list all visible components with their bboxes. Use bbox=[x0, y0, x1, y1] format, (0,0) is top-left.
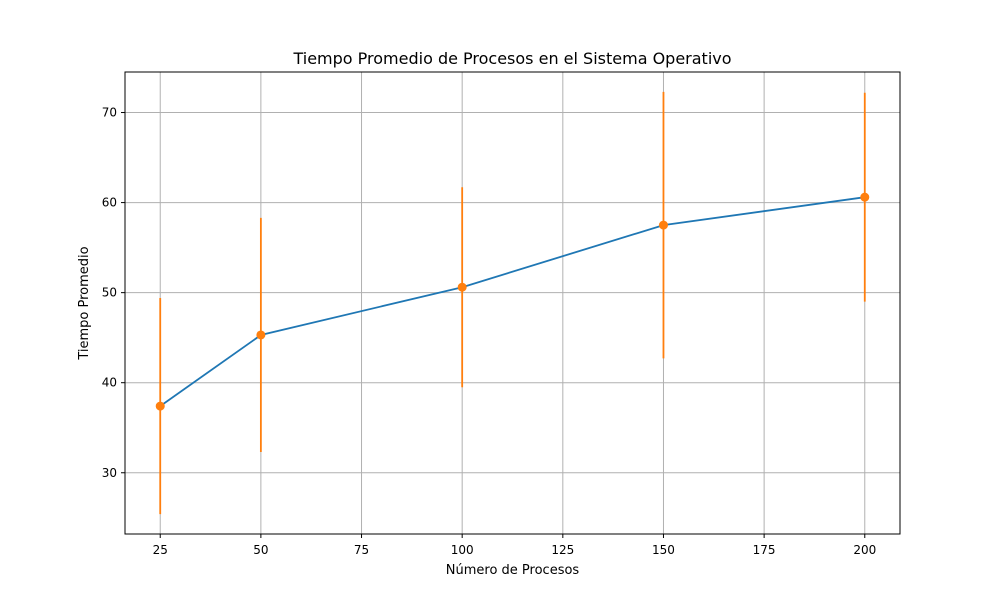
y-tick-label: 40 bbox=[102, 376, 117, 390]
data-point bbox=[860, 192, 870, 202]
y-tick-label: 60 bbox=[102, 196, 117, 210]
y-axis-label: Tiempo Promedio bbox=[77, 246, 92, 360]
x-tick-label: 200 bbox=[853, 543, 876, 557]
x-tick-label: 50 bbox=[253, 543, 268, 557]
data-point bbox=[457, 282, 467, 292]
x-tick-label: 25 bbox=[153, 543, 168, 557]
data-point bbox=[256, 330, 266, 340]
chart-title: Tiempo Promedio de Procesos en el Sistem… bbox=[292, 49, 731, 68]
x-tick-label: 150 bbox=[652, 543, 675, 557]
series-layer bbox=[155, 91, 870, 515]
x-tick-label: 175 bbox=[753, 543, 776, 557]
y-tick-label: 50 bbox=[102, 286, 117, 300]
tick-layer: 25 50 75 100 125 150 175 200 30 40 50 60 70 bbox=[102, 106, 877, 557]
x-axis-label: Número de Procesos bbox=[446, 563, 580, 578]
y-tick-label: 70 bbox=[102, 106, 117, 120]
y-tick-label: 30 bbox=[102, 466, 117, 480]
x-tick-label: 125 bbox=[551, 543, 574, 557]
plot-frame bbox=[124, 71, 901, 535]
data-point bbox=[155, 401, 165, 411]
x-tick-label: 100 bbox=[451, 543, 474, 557]
data-point bbox=[658, 220, 668, 230]
x-tick-label: 75 bbox=[354, 543, 369, 557]
